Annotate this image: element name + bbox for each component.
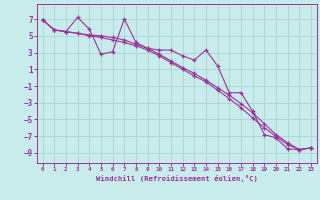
X-axis label: Windchill (Refroidissement éolien,°C): Windchill (Refroidissement éolien,°C) [96,175,258,182]
